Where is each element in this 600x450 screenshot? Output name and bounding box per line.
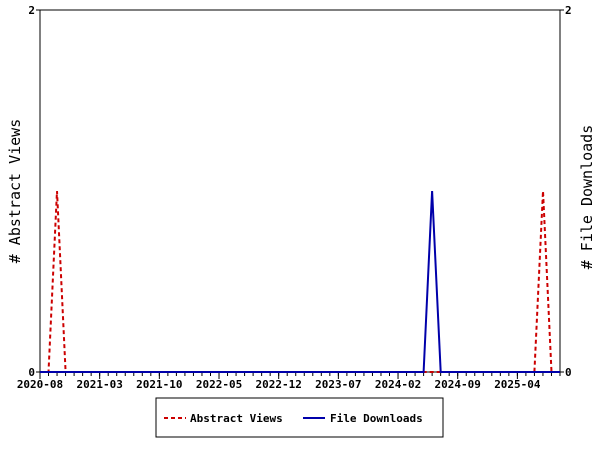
y-right-axis-title: # File Downloads (578, 125, 596, 270)
x-tick-label: 2021-10 (136, 378, 182, 391)
series-layer (39, 190, 561, 373)
x-tick-label: 2025-04 (494, 378, 541, 391)
legend-label-abstract-views: Abstract Views (190, 412, 283, 425)
x-tick-label: 2022-05 (196, 378, 242, 391)
plot-frame (36, 9, 564, 373)
series-line-abstract-views (40, 190, 560, 373)
y-left-axis-title: # Abstract Views (6, 119, 24, 264)
y-right-tick-bottom: 0 (565, 366, 572, 379)
plot-area-border (39, 9, 561, 373)
legend: Abstract Views File Downloads (155, 397, 444, 438)
x-tick-label: 2021-03 (76, 378, 122, 391)
y-left-tick-top: 2 (28, 4, 35, 17)
x-tick-label: 2022-12 (256, 378, 302, 391)
legend-box (155, 397, 444, 438)
x-tick-label: 2023-07 (315, 378, 361, 391)
x-tick-label: 2024-09 (435, 378, 481, 391)
y-left-tick-bottom: 0 (28, 366, 35, 379)
series-line-file-downloads (40, 190, 560, 373)
x-ticks: 2020-08 2021-03 2021-10 2022-05 2022-12 2023-… (17, 372, 561, 391)
x-tick-label: 2024-02 (375, 378, 421, 391)
y-right-tick-top: 2 (565, 4, 572, 17)
x-tick-label: 2020-08 (17, 378, 63, 391)
legend-label-file-downloads: File Downloads (330, 412, 423, 425)
